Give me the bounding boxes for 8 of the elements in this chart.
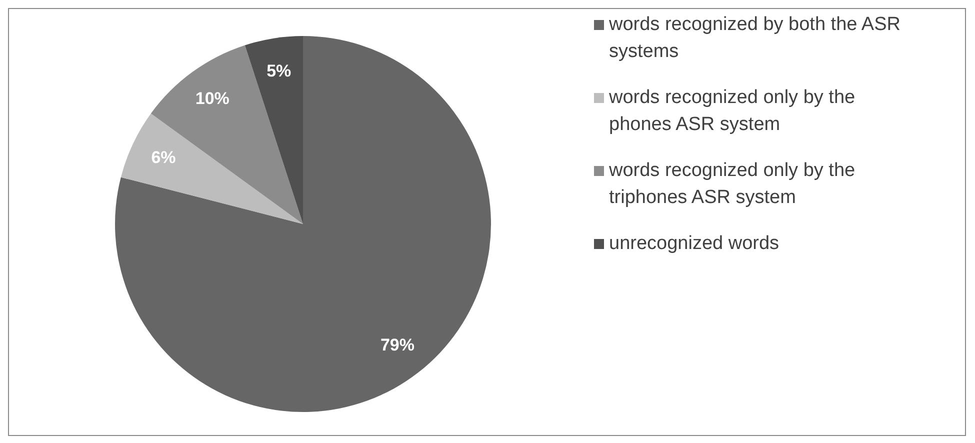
legend-label: words recognized by both the ASR systems [609,13,902,64]
data-label: 5% [266,61,292,80]
legend-label: unrecognized words [609,232,780,256]
data-label: 10% [195,88,230,108]
data-label: 6% [151,148,176,168]
legend-label: words recognized only by the phones ASR system [609,86,856,137]
data-label: 79% [380,336,414,354]
legend-label: words recognized only by the triphones ASR system [609,159,856,210]
